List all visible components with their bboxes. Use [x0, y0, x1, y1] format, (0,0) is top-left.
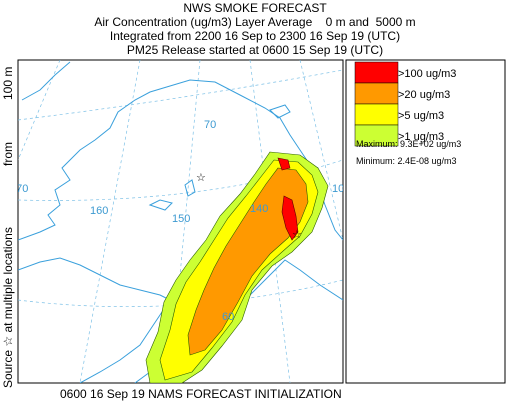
legend-swatch [354, 82, 399, 105]
graticule-label: 70 [204, 119, 216, 131]
graticule-label: 140 [250, 203, 268, 215]
coastline [18, 257, 171, 383]
graticule [299, 60, 343, 241]
maximum: Maximum: 9.3E+02 ug/m3 [356, 139, 461, 149]
side-label-from: from [1, 142, 15, 166]
side-label-height: 100 m [1, 67, 15, 100]
graticule [79, 60, 141, 383]
legend-label: >20 ug/m3 [398, 89, 450, 101]
island [148, 199, 173, 211]
legend-swatch [354, 61, 399, 84]
plume-4 [277, 157, 299, 241]
legend-swatch [354, 124, 399, 147]
map: ☆ ☆ 170 160 150 140 70 100 60 [10, 59, 350, 384]
subtitle: Air Concentration (ug/m3) Layer Average … [94, 15, 415, 29]
source-star: ☆ [196, 172, 206, 184]
legend-label: >1 ug/m3 [398, 131, 444, 143]
graticule-label: 170 [10, 183, 28, 195]
legend-label: >5 ug/m3 [398, 110, 444, 122]
side-label: Source ☆ at multiple locations from 100 … [1, 67, 15, 388]
graticule-label: 60 [222, 311, 234, 323]
coastline [21, 61, 71, 101]
source-star: ☆ [292, 229, 302, 241]
legend-label: >100 ug/m3 [398, 68, 456, 80]
island [184, 179, 196, 197]
graticule-label: 150 [172, 213, 190, 225]
footer: 0600 16 Sep 19 NAMS FORECAST INITIALIZAT… [60, 387, 342, 401]
graticule-label: 160 [90, 205, 108, 217]
graticule [18, 69, 343, 121]
subtitle: Integrated from 2200 16 Sep to 2300 16 S… [110, 29, 400, 43]
island [269, 104, 291, 119]
legend-swatch [354, 103, 399, 126]
subtitle: PM25 Release started at 0600 15 Sep 19 (… [127, 43, 383, 57]
minimum: Minimum: 2.4E-08 ug/m3 [356, 156, 457, 166]
side-label-source: Source ☆ at multiple locations [1, 227, 15, 388]
title: NWS SMOKE FORECAST [183, 1, 327, 15]
plume-3 [187, 167, 309, 356]
graticule-label: 100 [332, 183, 350, 195]
